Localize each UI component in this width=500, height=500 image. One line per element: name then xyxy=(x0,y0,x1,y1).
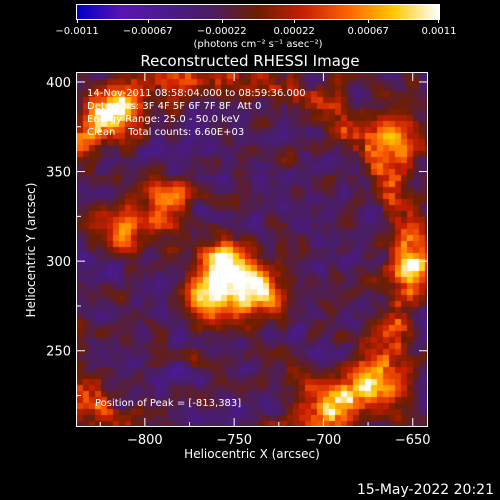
timestamp: 15-May-2022 20:21 xyxy=(356,482,494,498)
y-tick-label: 400 xyxy=(46,76,71,91)
y-axis-label: Heliocentric Y (arcsec) xyxy=(24,182,38,318)
colorbar-tick-label: 0.00067 xyxy=(347,26,389,37)
annotation-detectors: Detectors: 3F 4F 5F 6F 7F 8F Att 0 xyxy=(87,101,262,112)
colorbar-tick xyxy=(294,19,296,23)
x-axis-label: Heliocentric X (arcsec) xyxy=(184,447,320,461)
annotation-method: Clean Total counts: 6.60E+03 xyxy=(87,127,245,138)
image-plot-area: 14-Nov-2011 08:58:04.000 to 08:59:36.000… xyxy=(77,73,427,426)
x-tick-label: −700 xyxy=(306,433,342,448)
x-tick-label: −800 xyxy=(127,433,163,448)
annotation-energy: Energy Range: 25.0 - 50.0 keV xyxy=(87,114,240,125)
chart-title: Reconstructed RHESSI Image xyxy=(140,52,360,70)
x-tick-label: −750 xyxy=(216,433,252,448)
colorbar-frame xyxy=(76,4,440,20)
colorbar xyxy=(77,5,439,19)
annotation-peak: Position of Peak = [-813,383] xyxy=(95,398,242,409)
colorbar-tick-label: 0.00022 xyxy=(273,26,315,37)
y-tick-label: 250 xyxy=(46,345,71,360)
y-tick-label: 350 xyxy=(46,166,71,181)
annotation-time: 14-Nov-2011 08:58:04.000 to 08:59:36.000 xyxy=(87,88,306,99)
colorbar-tick-label: 0.0011 xyxy=(421,26,457,37)
colorbar-units: (photons cm⁻² s⁻¹ asec⁻²) xyxy=(193,39,323,50)
y-tick-label: 300 xyxy=(46,255,71,270)
colorbar-tick-label: −0.0011 xyxy=(55,26,99,37)
colorbar-tick xyxy=(147,19,149,23)
colorbar-tick-label: −0.00022 xyxy=(196,26,247,37)
colorbar-tick-label: −0.00067 xyxy=(122,26,173,37)
colorbar-tick xyxy=(368,19,370,23)
x-tick-label: −650 xyxy=(395,433,431,448)
colorbar-tick xyxy=(221,19,223,23)
colorbar-tick xyxy=(77,19,78,23)
colorbar-tick xyxy=(438,19,439,23)
heatmap-image xyxy=(77,73,427,426)
